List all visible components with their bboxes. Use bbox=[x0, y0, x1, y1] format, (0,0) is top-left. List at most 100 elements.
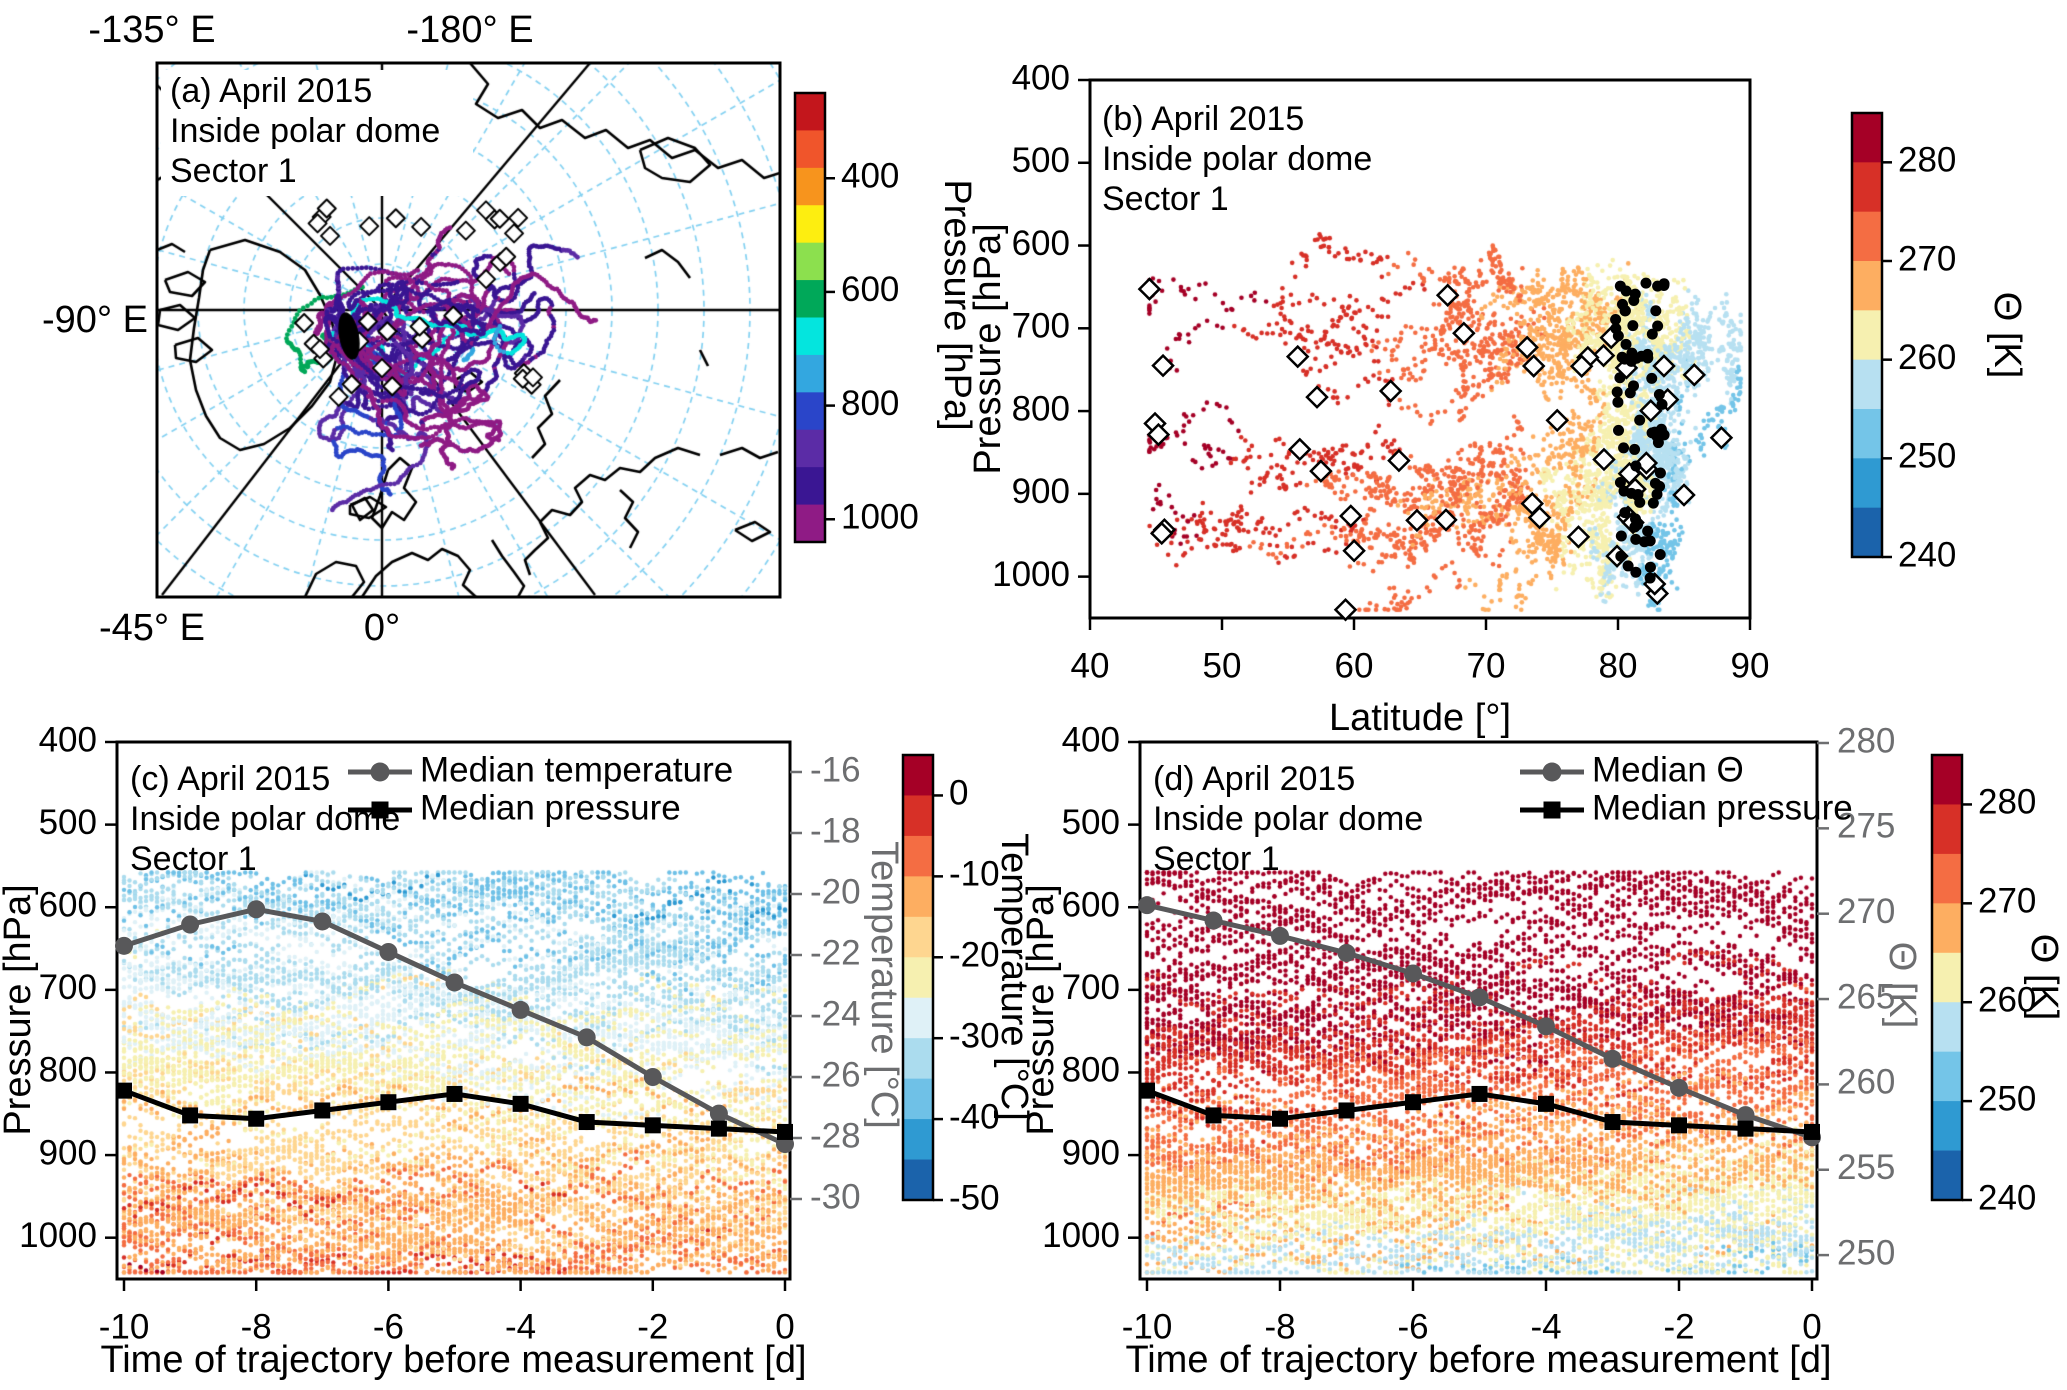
legend-square-marker bbox=[371, 801, 389, 819]
measurement-dot bbox=[1620, 338, 1632, 350]
panel-d-right-tick-label: 260 bbox=[1837, 1063, 1895, 1102]
panel-c-legend-label-0: Median temperature bbox=[420, 750, 733, 789]
panel-c-median-right-point bbox=[313, 912, 332, 931]
panel-d-colorbar-segment bbox=[1932, 853, 1962, 904]
measurement-dot bbox=[1650, 305, 1662, 317]
panel-c-x-tick-label: -8 bbox=[241, 1307, 272, 1346]
panel-d-legend-label-1: Median pressure bbox=[1592, 788, 1853, 827]
panel-d-x-tick-label: -4 bbox=[1530, 1307, 1561, 1346]
panel-c-colorbar bbox=[901, 753, 935, 1202]
panel-a-colorbar-tick-label: 1000 bbox=[841, 498, 919, 537]
measurement-dot bbox=[1629, 443, 1641, 455]
panel-c-legend-label-1: Median pressure bbox=[420, 788, 681, 827]
panel-d-x-tick-label: -10 bbox=[1122, 1307, 1173, 1346]
panel-c-median-right-point bbox=[247, 900, 266, 919]
panel-c-median-right-point bbox=[511, 1000, 530, 1019]
panel-a-colorbar-tick-label: 400 bbox=[841, 157, 899, 196]
trajectory-diamond bbox=[1452, 321, 1476, 345]
panel-b-title-line-1: Inside polar dome bbox=[1102, 140, 1372, 178]
trajectory-diamond bbox=[1435, 283, 1460, 308]
panel-b-colorbar-tick-label: 270 bbox=[1898, 239, 1956, 278]
panel-c-median-right-line bbox=[123, 906, 787, 1147]
panel-d-colorbar-tick-label: 270 bbox=[1978, 882, 2036, 921]
measurement-dot bbox=[1652, 437, 1664, 449]
panel-c-colorbar-segment bbox=[903, 1159, 933, 1201]
panel-d-colorbar-tick-label: 260 bbox=[1978, 980, 2036, 1019]
panel-d-median-right-point bbox=[1736, 1106, 1755, 1125]
panel-a-colorbar-segment bbox=[795, 280, 825, 318]
panel-b-y-tick-label: 400 bbox=[1012, 58, 1070, 97]
panel-c-median-pressure-point bbox=[182, 1107, 199, 1124]
panel-c-colorbar-segment bbox=[903, 997, 933, 1039]
trajectory-diamond bbox=[1652, 354, 1676, 378]
trajectory-diamond bbox=[1333, 597, 1358, 622]
panel-a-colorbar-segment bbox=[795, 354, 825, 393]
panel-d-y-tick-label: 1000 bbox=[1042, 1216, 1120, 1255]
panel-d-colorbar-tick-label: 280 bbox=[1978, 783, 2036, 822]
measurement-dot bbox=[1614, 372, 1626, 384]
panel-c-right-tick-label: -22 bbox=[810, 933, 861, 972]
panel-b-colorbar bbox=[1850, 111, 1884, 559]
measurement-dot bbox=[1653, 389, 1665, 401]
panel-c-median-right-point bbox=[643, 1068, 662, 1086]
panel-b-colorbar-label: Θ [K] bbox=[1986, 292, 2028, 379]
panel-d-colorbar-tick-label: 250 bbox=[1978, 1079, 2036, 1118]
trajectory-diamond bbox=[1520, 491, 1545, 516]
measurement-dot bbox=[1652, 320, 1664, 332]
panel-b-x-tick-label: 70 bbox=[1467, 646, 1506, 685]
map-label-bottom-left: -45° E bbox=[99, 607, 205, 649]
panel-b-colorbar-segment bbox=[1852, 162, 1882, 213]
panel-b-y-tick-label: 500 bbox=[1012, 141, 1070, 180]
panel-d-median-right-point bbox=[1470, 988, 1489, 1007]
panel-c-median-pressure-point bbox=[314, 1102, 331, 1119]
measurement-dot bbox=[1642, 525, 1654, 537]
panel-d-right-tick-label: 275 bbox=[1837, 807, 1895, 846]
panel-a-title-bg bbox=[161, 70, 473, 196]
measurement-dot bbox=[1638, 536, 1650, 548]
panel-c-right-tick-label: -16 bbox=[810, 750, 861, 789]
panel-d-y-tick-label: 400 bbox=[1062, 720, 1120, 759]
trajectory-diamond bbox=[1545, 408, 1569, 433]
measurement-dot bbox=[1629, 521, 1641, 533]
panel-d-right-tick-label: 265 bbox=[1837, 977, 1895, 1016]
panel-c-y-tick-label: 700 bbox=[39, 968, 97, 1007]
trajectory-diamond bbox=[1566, 525, 1591, 549]
panel-a-title-line-2: Sector 1 bbox=[170, 152, 297, 190]
trajectory-diamond bbox=[1309, 459, 1333, 483]
map-label-top-center: -180° E bbox=[406, 9, 533, 51]
panel-b-x-tick-label: 80 bbox=[1599, 646, 1638, 685]
panel-d-colorbar-label: Θ [K] bbox=[2023, 934, 2065, 1021]
panel-c-colorbar-segment bbox=[903, 755, 933, 796]
panel-b-frame bbox=[1088, 78, 1752, 620]
panel-d-median-right-point bbox=[1204, 911, 1223, 930]
panel-d-x-tick-label: -8 bbox=[1264, 1307, 1295, 1346]
panel-d-y-tick-label: 800 bbox=[1062, 1051, 1120, 1090]
panel-d-median-pressure-point bbox=[1804, 1123, 1820, 1140]
trajectory-diamond bbox=[1285, 344, 1310, 369]
trajectory-diamond bbox=[1592, 447, 1616, 472]
panel-a-colorbar-segment bbox=[795, 167, 825, 206]
panel-a-colorbar-segment bbox=[795, 504, 825, 543]
panel-c-y-tick-label: 400 bbox=[39, 720, 97, 759]
panel-b-title-line-2: Sector 1 bbox=[1102, 180, 1229, 218]
panel-b-y-tick-label: 900 bbox=[1012, 472, 1070, 511]
trajectory-diamond bbox=[1521, 354, 1546, 378]
panel-c-median-pressure-point bbox=[446, 1085, 463, 1102]
trajectory-diamond bbox=[1682, 363, 1707, 387]
measurement-dot bbox=[1618, 442, 1630, 454]
panel-d-median-pressure-point bbox=[1604, 1114, 1621, 1131]
measurement-dot bbox=[1610, 314, 1622, 326]
measurement-dot bbox=[1628, 295, 1640, 307]
panel-d-median-pressure-point bbox=[1405, 1094, 1421, 1111]
measurement-dot bbox=[1640, 277, 1652, 289]
panel-c-median-pressure-point bbox=[116, 1082, 132, 1099]
trajectory-diamond bbox=[1342, 539, 1366, 563]
measurement-dot bbox=[1625, 355, 1637, 367]
panel-b-colorbar-segment bbox=[1852, 409, 1882, 459]
panel-a-colorbar-tick-label: 600 bbox=[841, 270, 899, 309]
panel-d-colorbar-segment bbox=[1932, 1002, 1962, 1053]
panel-c-median-right-point bbox=[115, 936, 133, 955]
panel-b-colorbar-tick-label: 250 bbox=[1898, 437, 1956, 476]
panel-c-colorbar-tick-label: 0 bbox=[949, 774, 968, 813]
